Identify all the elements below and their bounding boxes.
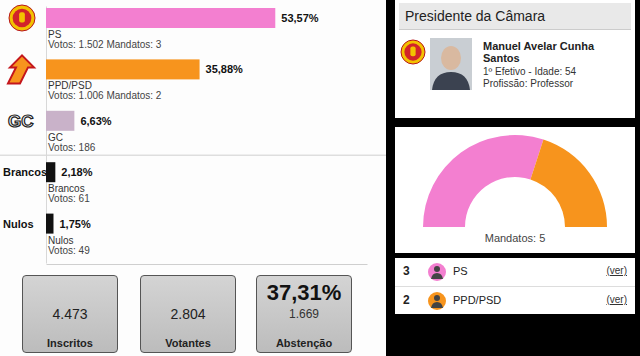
photo [430, 38, 472, 90]
data-label: 35,88% [206, 63, 244, 75]
bar [46, 59, 200, 79]
slice [423, 135, 543, 227]
stat-sub: 1.669 [257, 307, 351, 321]
link[interactable]: (ver) [606, 265, 627, 276]
slice [530, 140, 607, 227]
donut-panel: Mandatos: 5 [395, 127, 635, 253]
legend-icon-body [431, 273, 443, 279]
legend-icon [427, 262, 447, 282]
legend-icon [427, 291, 447, 311]
party-logo [401, 40, 425, 64]
stat-value: 2.804 [141, 306, 235, 322]
photo-bg [430, 38, 472, 90]
donut-slices [423, 135, 607, 227]
chart-title: Mandatos: 5 [485, 232, 546, 244]
bars [46, 8, 275, 234]
legend-label: PS [453, 265, 468, 277]
annotation: Votos: 1.006 Mandatos: 2 [48, 90, 162, 101]
stat-box: 37,31%1.669 Abstenção [256, 275, 352, 353]
panel-title: Presidente da Câmara [399, 3, 631, 30]
president-info: Profissão: Professor [483, 78, 573, 89]
stat-box: 4.473 Inscritos [22, 275, 118, 353]
row-label: GC [8, 112, 34, 131]
row-labels: GC Brancos Nulos [3, 5, 47, 230]
legend-label: PPD/PSD [453, 294, 501, 306]
annotation: Votos: 49 [48, 245, 90, 256]
photo-head [441, 46, 461, 70]
legend-swatch [428, 263, 446, 281]
data-label: 1,75% [59, 218, 90, 230]
party-logo [13, 9, 32, 28]
row-label: Brancos [3, 166, 47, 178]
legend-row: 2 PPD/PSD (ver) [395, 286, 635, 314]
president-panel: Presidente da Câmara Manuel Avelar Cunha … [395, 0, 635, 118]
results-panel: 53,57%35,88%6,63%2,18%1,75%PSVotos: 1.50… [0, 0, 386, 356]
legend-icon-head [434, 266, 440, 272]
row-label: Nulos [3, 218, 34, 230]
party-logo [9, 5, 35, 31]
bar [46, 214, 53, 234]
bar [46, 111, 74, 131]
stat-label: Abstenção [257, 337, 351, 349]
legend-icon-body [431, 302, 443, 308]
annotation: Votos: 186 [48, 142, 96, 153]
stat-label: Inscritos [23, 337, 117, 349]
donut-chart: Mandatos: 5 [395, 127, 635, 253]
stat-value: 37,31% [257, 280, 351, 306]
annotation: Votos: 1.502 Mandatos: 3 [48, 39, 162, 50]
bar [46, 8, 275, 28]
stat-label: Votantes [141, 337, 235, 349]
president-name: Manuel Avelar Cunha Santos [483, 40, 623, 64]
legend-value: 2 [403, 293, 410, 307]
president-info: 1º Efetivo - Idade: 54 [483, 66, 576, 77]
data-label: 6,63% [80, 115, 111, 127]
legend-icon-head [434, 295, 440, 301]
bar [46, 162, 55, 182]
party-logo [399, 38, 427, 66]
party-logo [410, 47, 415, 57]
party-logo [19, 12, 25, 22]
bar-chart: 53,57%35,88%6,63%2,18%1,75%PSVotos: 1.50… [0, 0, 386, 268]
data-label: 53,57% [281, 12, 319, 24]
stat-box: 2.804 Votantes [140, 275, 236, 353]
party-logo [404, 43, 421, 60]
x-axis-line [47, 264, 368, 265]
stat-value: 4.473 [23, 306, 117, 322]
seats-panel: 3 PS (ver) 2 PPD/PSD (ver) [395, 258, 635, 314]
legend-swatch [428, 292, 446, 310]
x-axis [47, 264, 368, 265]
separator [0, 155, 386, 156]
annotation: Votos: 61 [48, 193, 90, 204]
legend-value: 3 [403, 264, 410, 278]
legend-row: 3 PS (ver) [395, 258, 635, 285]
party-logo [8, 55, 34, 83]
data-label: 2,18% [61, 166, 92, 178]
photo-body [432, 72, 470, 90]
link[interactable]: (ver) [606, 294, 627, 305]
